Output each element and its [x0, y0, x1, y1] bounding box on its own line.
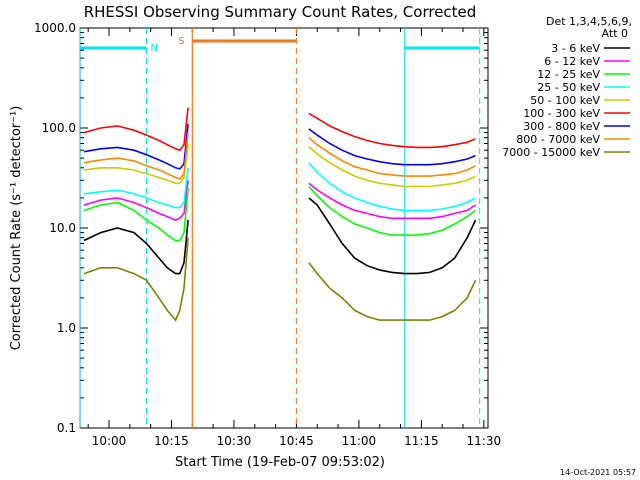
legend-title: Det 1,3,4,5,6,9, — [546, 15, 632, 28]
y-axis: 0.1 1.0 10.0 100.0 1000.0 — [34, 21, 488, 435]
legend-subtitle: Att 0 — [602, 27, 628, 40]
legend-label: 7000 - 15000 keV — [502, 146, 600, 159]
legend-label: 12 - 25 keV — [537, 68, 600, 81]
x-tick-label: 10:15 — [154, 434, 189, 448]
series-line-seg1-5 — [83, 107, 189, 152]
series-line-seg2-2 — [308, 185, 476, 236]
series-line-seg1-1 — [83, 180, 189, 221]
series-line-seg2-6 — [308, 128, 476, 166]
x-axis-label: Start Time (19-Feb-07 09:53:02) — [175, 455, 385, 470]
legend-label: 6 - 12 keV — [544, 55, 600, 68]
night-label: N — [150, 43, 157, 54]
x-tick-label: 11:15 — [404, 434, 439, 448]
x-axis: 10:00 10:15 10:30 10:45 11:00 11:15 11:30 — [87, 28, 502, 448]
series-line-seg2-3 — [308, 162, 476, 212]
x-tick-label: 10:30 — [217, 434, 252, 448]
series-line-seg2-1 — [308, 182, 476, 220]
y-tick-label: 1000.0 — [34, 21, 76, 35]
series-line-seg2-5 — [308, 112, 476, 149]
series-line-seg1-0 — [83, 220, 189, 275]
saa-label: S — [178, 36, 184, 47]
footer-date: 14-Oct-2021 05:57 — [560, 468, 636, 477]
series-line-seg2-7 — [308, 137, 476, 177]
legend-label: 300 - 800 keV — [523, 120, 600, 133]
x-tick-label: 11:00 — [342, 434, 377, 448]
chart-title: RHESSI Observing Summary Count Rates, Co… — [84, 3, 477, 21]
series-line-seg1-3 — [83, 167, 189, 209]
legend-label: 25 - 50 keV — [537, 81, 600, 94]
series-line-seg1-6 — [83, 123, 189, 170]
x-tick-label: 10:45 — [279, 434, 314, 448]
series-line-seg2-8 — [308, 262, 477, 321]
y-tick-label: 10.0 — [49, 221, 76, 235]
y-tick-label: 100.0 — [42, 121, 76, 135]
y-tick-label: 1.0 — [57, 321, 76, 335]
plot-frame — [79, 27, 489, 429]
series-line-seg1-7 — [83, 132, 189, 180]
legend-label: 100 - 300 keV — [523, 107, 600, 120]
series-line-seg1-4 — [83, 143, 189, 185]
interval-markers: NS — [79, 28, 481, 428]
x-tick-label: 10:00 — [92, 434, 127, 448]
x-tick-label: 11:30 — [467, 434, 502, 448]
legend-label: 50 - 100 keV — [530, 94, 600, 107]
legend-label: 800 - 7000 keV — [516, 133, 600, 146]
series-line-seg2-0 — [308, 197, 477, 275]
y-tick-label: 0.1 — [57, 421, 76, 435]
legend-label: 3 - 6 keV — [551, 42, 600, 55]
y-axis-label: Corrected Count Rate (s⁻¹ detector⁻¹) — [9, 106, 24, 351]
series-group — [83, 107, 477, 322]
series-line-seg1-2 — [83, 188, 189, 242]
series-line-seg2-4 — [308, 146, 476, 188]
series-line-seg1-8 — [83, 237, 189, 322]
